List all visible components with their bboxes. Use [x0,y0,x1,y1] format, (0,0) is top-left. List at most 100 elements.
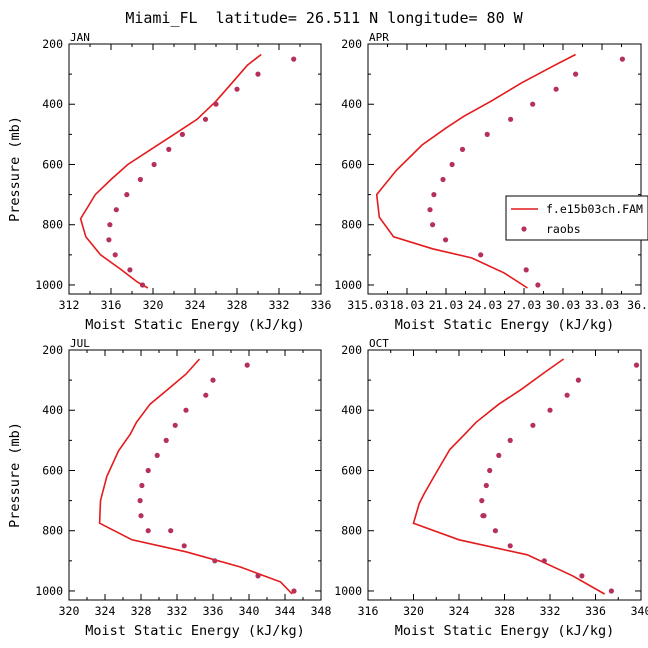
raobs-point [163,437,169,443]
raobs-point [492,528,498,534]
raobs-point [507,437,513,443]
raobs-point [212,558,218,564]
raobs-point [530,101,536,107]
raobs-point [535,282,541,288]
raobs-point [127,267,133,273]
raobs-point [166,146,172,152]
x-axis-label: Moist Static Energy (kJ/kg) [395,623,614,639]
x-tick-label: 324 [95,604,116,618]
y-tick-label: 600 [341,157,362,171]
x-tick-label: 21.03 [429,298,464,312]
raobs-point [573,71,579,77]
x-tick-label: 336 [203,604,224,618]
y-axis-label: Pressure (mb) [7,116,23,222]
y-axis-label: Pressure (mb) [7,422,23,528]
plot-frame [367,349,642,601]
raobs-point [168,528,174,534]
x-tick-label: 328 [227,298,248,312]
raobs-point [203,392,209,398]
y-tick-label: 800 [42,524,63,538]
legend-entry-label: f.e15b03ch.FAM [546,202,643,216]
x-tick-label: 30.03 [546,298,581,312]
data-series-group [98,358,297,595]
model-profile-line [412,358,605,595]
raobs-point [481,513,487,519]
raobs-point [139,282,146,288]
raobs-point [151,161,157,168]
raobs-point [496,452,502,458]
y-tick-label: 200 [341,343,362,357]
y-tick-label: 800 [42,218,63,232]
y-tick-label: 1000 [334,584,362,598]
x-axis-label: Moist Static Energy (kJ/kg) [85,317,304,333]
raobs-point [508,116,514,122]
raobs-point [459,146,466,152]
raobs-point [553,86,559,92]
x-tick-label: 336 [585,604,606,618]
raobs-point [213,101,219,107]
legend-box [505,195,648,241]
model-profile-line [375,53,576,289]
x-tick-label: 316 [101,298,122,312]
x-tick-label: 336 [311,298,332,312]
raobs-point [154,452,160,458]
raobs-point [137,176,143,183]
raobs-point [430,222,436,228]
x-tick-label: 24.03 [468,298,503,312]
x-tick-label: 324 [449,604,470,618]
raobs-point [145,467,151,474]
raobs-point [579,573,585,579]
x-tick-label: 332 [269,298,290,312]
model-profile-line [98,358,293,595]
raobs-point [202,116,209,122]
x-tick-label: 27.03 [507,298,542,312]
raobs-point [478,252,484,258]
data-series-group [375,53,626,289]
y-tick-label: 400 [42,403,63,417]
raobs-point [575,377,582,383]
raobs-point [255,573,261,579]
raobs-point [113,207,119,213]
x-tick-label: 320 [59,604,80,618]
y-tick-label: 400 [341,97,362,111]
y-tick-label: 1000 [35,278,63,292]
raobs-point [564,392,570,398]
x-tick-label: 316 [358,604,379,618]
panel-label: JUL [70,337,90,350]
plot-frame [367,43,642,295]
x-tick-label: 328 [494,604,515,618]
raobs-point [172,422,178,428]
x-tick-label: 33.03 [585,298,620,312]
raobs-point [244,362,250,368]
y-tick-label: 200 [42,37,63,51]
raobs-point [181,543,187,549]
model-profile-line [79,53,262,289]
raobs-point [137,498,143,504]
data-series-group [412,358,640,595]
raobs-point [210,377,216,383]
raobs-point [483,482,489,489]
x-axis-label: Moist Static Energy (kJ/kg) [395,317,614,333]
raobs-point [145,528,151,534]
y-tick-label: 400 [341,403,362,417]
x-tick-label: 312 [59,298,80,312]
panels-group: 312 316 320 324 328 332 336 200 400 600 800 1000 JAN… [7,31,648,639]
raobs-point [479,498,485,504]
x-tick-label: 332 [540,604,561,618]
x-tick-label: 328 [131,604,152,618]
raobs-point [507,543,513,549]
raobs-point [487,467,493,474]
raobs-point [608,588,615,594]
chart-panel-oct: 316 320 324 328 332 336 340 200 400 600 800 1000 OCT… [334,337,648,639]
figure-title: Miami_FL latitude= 26.511 N longitude= 8… [125,9,523,27]
y-tick-label: 1000 [334,278,362,292]
raobs-point [139,482,145,489]
raobs-point [179,131,185,137]
y-tick-label: 400 [42,97,63,111]
data-series-group [79,53,297,289]
panel-label: APR [369,31,389,44]
y-tick-label: 600 [341,463,362,477]
x-axis-label: Moist Static Energy (kJ/kg) [85,623,304,639]
